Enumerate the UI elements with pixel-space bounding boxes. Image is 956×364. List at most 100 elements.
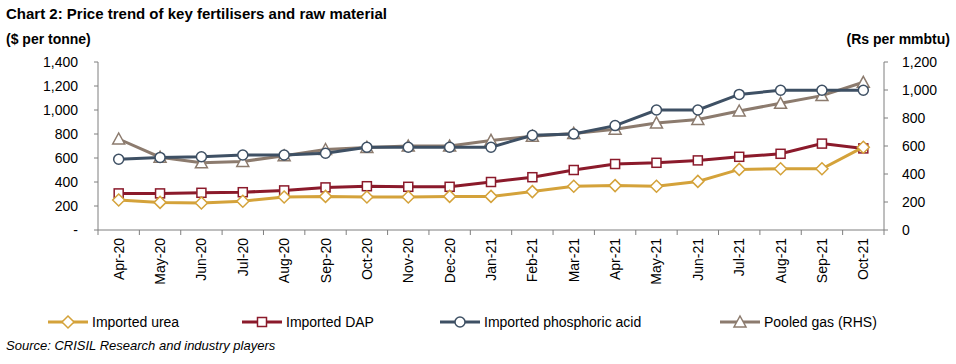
series-marker [733,163,745,175]
y-tick [94,86,98,87]
series-marker [568,127,580,138]
x-tick-label: Jun-21 [690,238,706,281]
series-marker [569,166,578,175]
x-tick [635,230,636,235]
y2-tick-label: 0 [902,222,910,238]
y2-tick-label: 1,200 [902,54,937,70]
x-tick-label: Aug-20 [276,238,292,283]
y2-tick-label: 400 [902,166,926,182]
y-tick-label: 1,200 [43,78,78,94]
x-tick [470,230,471,235]
legend-marker [455,317,465,327]
x-tick [511,230,512,235]
x-tick [594,230,595,235]
series-marker [321,148,331,158]
series-marker [816,163,828,175]
series-marker [735,152,744,161]
series-marker [776,149,785,158]
x-tick [718,230,719,235]
y-tick [94,182,98,183]
y-axis-label: ($ per tonne) [6,31,91,47]
x-tick-label: Oct-20 [359,238,375,280]
x-tick-label: Apr-20 [111,238,127,280]
series-marker [693,156,702,165]
x-tick [842,230,843,235]
series-marker [652,158,661,167]
x-tick-label: Jan-21 [483,238,499,281]
y2-tick [884,62,888,63]
x-tick-label: Mar-21 [566,238,582,283]
y2-tick-label: 800 [902,110,926,126]
y-tick [94,110,98,111]
x-tick [428,230,429,235]
series-marker [361,191,373,203]
y-tick-label: 800 [55,126,79,142]
x-tick [263,230,264,235]
series-marker [568,180,580,192]
series-marker [650,117,662,128]
series-line [119,147,864,203]
y-tick-label: 1,000 [43,102,78,118]
x-tick [884,230,885,235]
series-marker [444,190,456,202]
series-marker [650,180,662,192]
y2-tick-label: 600 [902,138,926,154]
x-axis [98,230,884,231]
series-marker [527,130,537,140]
series-marker [610,121,620,131]
series-marker [278,191,290,203]
legend-label: Imported phosphoric acid [484,314,641,330]
series-line [119,90,864,159]
series-marker [402,191,414,203]
x-tick [387,230,388,235]
x-tick-label: Jul-21 [731,238,747,276]
x-tick-label: Apr-21 [607,238,623,280]
legend-marker [258,318,267,327]
series-marker [526,186,538,198]
x-tick-label: Sep-21 [814,238,830,283]
series-marker [278,150,290,161]
y2-tick [884,146,888,147]
x-tick [222,230,223,235]
x-tick [304,230,305,235]
series-marker [526,130,538,141]
x-tick-label: Dec-20 [442,238,458,283]
series-marker [569,129,579,139]
y2-tick-label: 200 [902,194,926,210]
series-marker [692,175,704,187]
x-tick [553,230,554,235]
series-marker [486,142,496,152]
y-tick-label: - [73,222,78,238]
series-marker [775,97,787,108]
series-marker [776,85,786,95]
y-tick-label: 1,400 [43,54,78,70]
series-marker [445,142,455,152]
series-marker [154,196,166,208]
legend-marker [62,316,74,328]
y2-tick [884,90,888,91]
series-marker [733,105,745,116]
series-marker [609,180,621,192]
series-marker [693,105,703,115]
series-marker [362,182,371,191]
series-marker [485,190,497,202]
x-tick-label: Jun-20 [193,238,209,281]
series-marker [817,139,826,148]
series-marker [858,85,868,95]
series-marker [775,163,787,175]
series-marker [734,89,744,99]
y2-tick [884,118,888,119]
y-tick-label: 200 [55,198,79,214]
x-tick [346,230,347,235]
series-marker [651,105,661,115]
plot-area [113,76,870,209]
x-tick [759,230,760,235]
legend-marker [734,316,746,327]
series-marker [237,195,249,207]
series-marker [487,178,496,187]
x-tick [801,230,802,235]
x-tick-label: May-20 [152,238,168,285]
series-marker [196,152,206,162]
series-marker [528,173,537,182]
y2-tick [884,202,888,203]
